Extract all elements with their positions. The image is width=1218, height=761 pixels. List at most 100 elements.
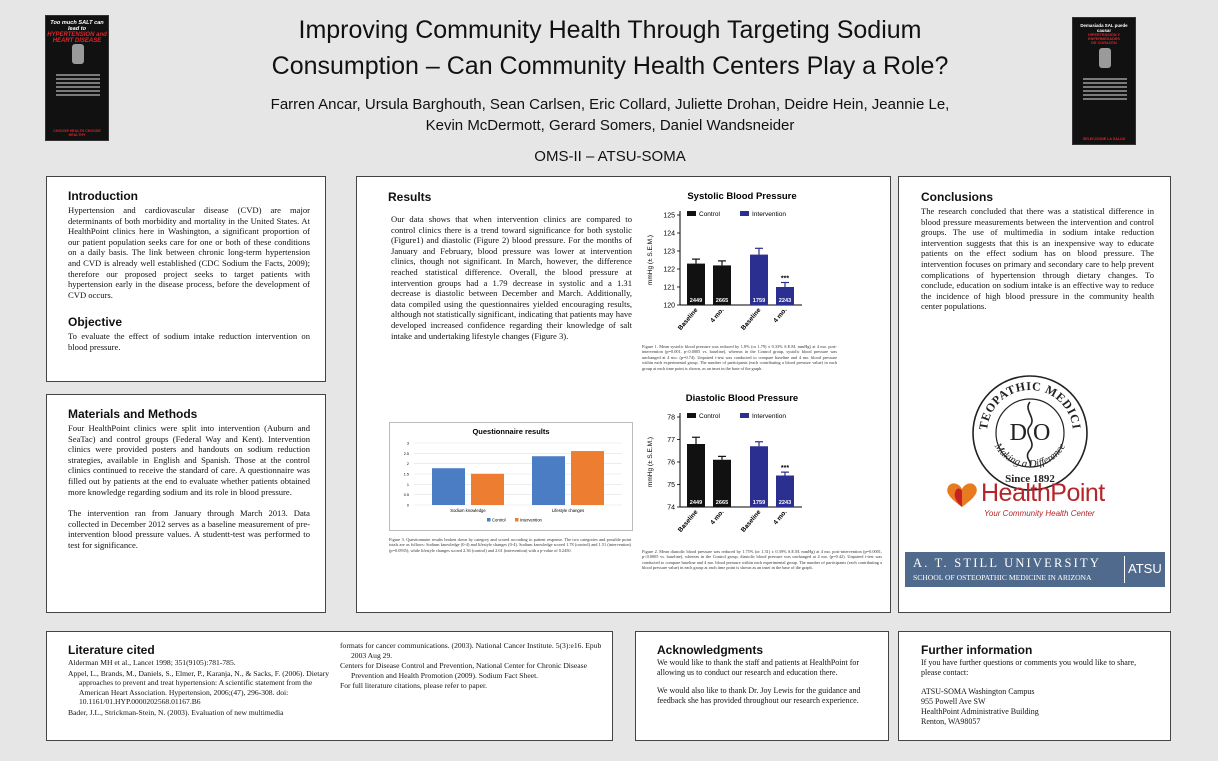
atsu-abbr: ATSU xyxy=(1128,561,1162,576)
legend-label-intervention: Intervention xyxy=(752,211,786,218)
y-tick-label: 125 xyxy=(663,213,675,220)
poster-title: Improving Community Health Through Targe… xyxy=(150,12,1070,84)
citation-cdc: Centers for Disease Control and Preventi… xyxy=(340,661,587,680)
salt-shaker-icon xyxy=(72,44,84,64)
y-tick-label: 120 xyxy=(663,303,675,310)
bar-n-label: 2665 xyxy=(716,298,728,304)
x-tick-label: 4 mo. xyxy=(709,307,725,325)
right-thumb-line2: HIPERTENSIÓN Y ENFERMEDADES xyxy=(1088,33,1120,41)
further-info-intro: If you have further questions or comment… xyxy=(921,658,1137,677)
atsu-school-name: SCHOOL OF OSTEOPATHIC MEDICINE IN ARIZON… xyxy=(913,573,1092,582)
legend-swatch-control xyxy=(687,413,696,418)
conclusions-panel: Conclusions The research concluded that … xyxy=(898,176,1171,613)
legend-label-control: Control xyxy=(492,518,506,523)
figure2-caption: Figure 2. Mean diastolic blood pressure … xyxy=(642,549,882,571)
methods-para1: Four HealthPoint clinics were split into… xyxy=(68,423,310,497)
y-tick-label: 1.5 xyxy=(404,473,409,477)
right-thumb-footer: SELECCIONE LA SALUD xyxy=(1082,137,1126,141)
y-tick-label: 123 xyxy=(663,249,675,256)
x-tick-label: Baseline xyxy=(740,307,763,332)
x-tick-label: Baseline xyxy=(740,509,763,534)
questionnaire-chart: Questionnaire results 0 0.5 1 1.5 2 2.5 3 Sodium… xyxy=(404,427,622,523)
objective-title: Objective xyxy=(68,315,123,330)
citation-bader: Bader, J.L., Strickman-Stein, N. (2003).… xyxy=(68,707,284,717)
poster-title-line1: Improving Community Health Through Targe… xyxy=(298,16,922,44)
y-tick-label: 121 xyxy=(663,285,675,292)
acknowledgments-para1: We would like to thank the staff and pat… xyxy=(657,658,860,677)
introduction-panel: Introduction Hypertension and cardiovasc… xyxy=(46,176,326,382)
legend-swatch-intervention xyxy=(740,413,749,418)
x-tick-label: 4 mo. xyxy=(772,307,788,325)
bar-intervention xyxy=(776,287,794,305)
further-info-title: Further information xyxy=(921,643,1033,657)
acknowledgments-title: Acknowledgments xyxy=(657,643,764,657)
bar-n-label: 2449 xyxy=(690,298,702,304)
y-tick-label: 0.5 xyxy=(404,493,409,497)
x-tick-label: Lifestyle changes xyxy=(552,508,584,513)
methods-panel: Materials and Methods Four HealthPoint c… xyxy=(46,394,326,613)
citation-bader-cont: formats for cancer communications. (2003… xyxy=(340,641,602,660)
y-tick-label: 78 xyxy=(667,415,675,422)
bar-n-label: 2665 xyxy=(716,500,728,506)
acknowledgments-para2: We would also like to thank Dr. Joy Lewi… xyxy=(657,686,861,705)
y-tick-label: 76 xyxy=(667,460,675,467)
literature-title: Literature cited xyxy=(68,643,155,657)
y-tick-label: 77 xyxy=(667,437,675,444)
y-tick-label: 0 xyxy=(407,504,409,508)
significance-marker: *** xyxy=(781,465,789,472)
x-tick-label: 4 mo. xyxy=(772,509,788,527)
right-header-poster-thumbnail: Demasiada SAL puede causar HIPERTENSIÓN … xyxy=(1072,17,1136,145)
bar-n-label: 2449 xyxy=(690,500,702,506)
results-title: Results xyxy=(388,190,432,204)
introduction-title: Introduction xyxy=(68,189,138,203)
y-tick-label: 2 xyxy=(407,462,409,466)
bar-intervention xyxy=(750,446,768,507)
bar-control xyxy=(532,456,565,505)
y-axis-label: mmHg (± S.E.M.) xyxy=(647,437,654,487)
citation-note: For full literature citations, please re… xyxy=(340,681,487,691)
y-tick-label: 3 xyxy=(407,442,409,446)
x-tick-label: 4 mo. xyxy=(709,509,725,527)
y-tick-label: 1 xyxy=(407,483,409,487)
address-line4: Renton, WA98057 xyxy=(921,717,981,726)
healthpoint-name: HealthPoint xyxy=(981,479,1105,507)
left-header-poster-thumbnail: Too much SALT can lead to HYPERTENSION a… xyxy=(45,15,109,141)
legend-label-control: Control xyxy=(699,413,721,420)
figure3-caption: Figure 3. Questionnaire results broken d… xyxy=(389,537,631,553)
bar-control xyxy=(687,263,705,305)
methods-para2: The intervention ran from January throug… xyxy=(68,508,310,550)
y-tick-label: 122 xyxy=(663,267,675,274)
bar-intervention xyxy=(776,475,794,507)
authors-line2: Kevin McDermott, Gerard Somers, Daniel W… xyxy=(425,117,795,134)
right-thumb-line3: DE CORAZÓN xyxy=(1091,41,1117,45)
address-line2: 955 Powell Ave SW xyxy=(921,697,986,706)
osteopathic-medicine-seal: OSTEOPATHIC MEDICINE Making a Difference… xyxy=(966,363,1089,492)
acknowledgments-panel: Acknowledgments We would like to thank t… xyxy=(635,631,889,741)
objective-text: To evaluate the effect of sodium intake … xyxy=(68,331,310,352)
address-line3: HealthPoint Administrative Building xyxy=(921,707,1039,716)
further-info-panel: Further information If you have further … xyxy=(898,631,1171,741)
conclusions-text: The research concluded that there was a … xyxy=(921,206,1154,312)
chart-title: Systolic Blood Pressure xyxy=(687,191,796,202)
literature-panel: Literature cited Alderman MH et al., Lan… xyxy=(46,631,613,741)
caduceus-icon xyxy=(1026,401,1033,467)
x-tick-label: Sodium knowledge xyxy=(450,508,486,513)
seal-bottom-text: Since 1892 xyxy=(1005,473,1055,485)
seal-initials: D O xyxy=(1010,420,1051,446)
atsu-banner: A. T. STILL UNIVERSITY SCHOOL OF OSTEOPA… xyxy=(905,552,1165,587)
y-axis-label: mmHg (± S.E.M.) xyxy=(647,235,654,285)
y-tick-label: 2.5 xyxy=(404,452,409,456)
right-thumb-line1: Demasiada SAL puede causar xyxy=(1080,23,1128,33)
contact-address: ATSU-SOMA Washington Campus 955 Powell A… xyxy=(921,687,1156,727)
introduction-text: Hypertension and cardiovascular disease … xyxy=(68,205,310,300)
atsu-university-name: A. T. STILL UNIVERSITY xyxy=(913,556,1102,570)
authors-line1: Farren Ancar, Ursula Barghouth, Sean Car… xyxy=(270,96,950,113)
legend-swatch-intervention xyxy=(515,518,519,522)
systolic-bp-chart: Systolic Blood Pressure mmHg (± S.E.M.) 12… xyxy=(647,191,802,332)
affiliation: OMS-II – ATSU-SOMA xyxy=(534,148,686,165)
author-list: Farren Ancar, Ursula Barghouth, Sean Car… xyxy=(150,94,1070,136)
left-thumb-line3: HEART DISEASE xyxy=(52,38,102,44)
bar-control xyxy=(713,459,731,507)
x-tick-label: Baseline xyxy=(677,509,700,534)
chart-title: Questionnaire results xyxy=(472,427,549,436)
